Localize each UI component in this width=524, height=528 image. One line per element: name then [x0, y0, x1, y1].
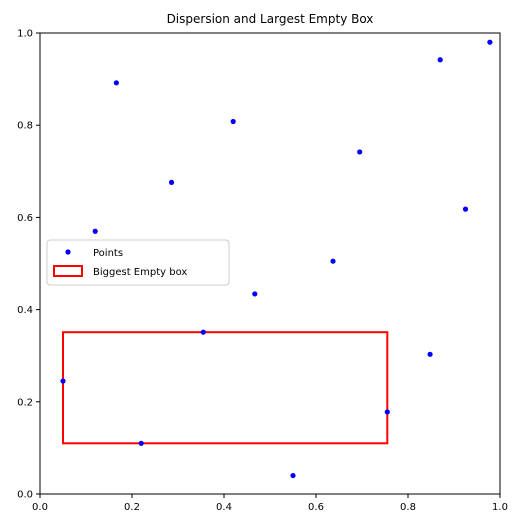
axes: 0.0 0.2 0.4 0.6 0.8 1.0 0.0 0.2 0.4 0.6 0.8 1.0 — [17, 29, 508, 514]
legend: Points Biggest Empty box — [46, 239, 230, 286]
y-tick-label: 0.8 — [17, 121, 33, 132]
y-tick-label: 0.2 — [17, 397, 33, 408]
legend-box-label: Biggest Empty box — [93, 267, 187, 278]
plot-area — [60, 39, 493, 479]
x-tick-label: 0.4 — [216, 502, 232, 513]
data-point — [427, 351, 433, 357]
data-point — [384, 409, 390, 415]
x-tick-label: 0.2 — [124, 502, 140, 513]
data-point — [113, 80, 119, 86]
x-tick-label: 0.0 — [32, 502, 48, 513]
legend-box — [46, 239, 230, 286]
data-point — [138, 440, 144, 446]
y-tick-label: 0.6 — [17, 213, 33, 224]
y-tick-label: 0.4 — [17, 305, 33, 316]
legend-points-label: Points — [93, 248, 123, 259]
data-point — [290, 472, 296, 479]
y-tick-label: 1.0 — [17, 29, 33, 40]
data-point — [200, 329, 206, 335]
data-point — [92, 228, 98, 234]
x-tick-label: 0.6 — [308, 502, 324, 513]
data-point — [252, 291, 258, 297]
chart-title: Dispersion and Largest Empty Box — [167, 12, 374, 26]
legend-box-marker — [53, 265, 83, 277]
data-point — [230, 118, 236, 125]
data-point — [60, 378, 66, 384]
data-point — [168, 179, 175, 185]
legend-points-marker — [65, 249, 71, 255]
data-point — [462, 206, 469, 212]
data-point — [357, 149, 363, 155]
x-tick-label: 1.0 — [492, 502, 508, 513]
data-point — [487, 39, 493, 45]
plot-frame — [39, 32, 501, 495]
y-tick-label: 0.0 — [17, 490, 33, 501]
data-point — [330, 258, 336, 264]
x-tick-label: 0.8 — [400, 502, 416, 513]
data-point — [437, 57, 443, 63]
empty-box — [62, 331, 389, 445]
